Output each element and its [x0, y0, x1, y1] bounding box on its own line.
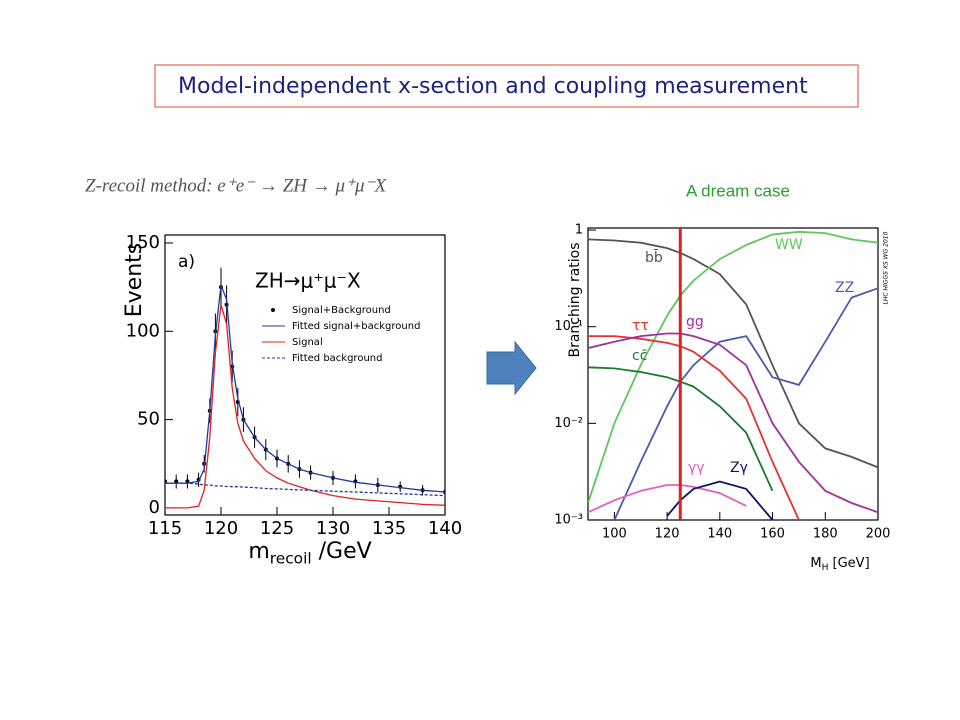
x-axis-label-part: /GeV — [312, 539, 372, 564]
x-tick-label: 180 — [813, 527, 838, 542]
series-line — [588, 335, 800, 520]
series-label: WW — [775, 237, 803, 253]
x-tick-label: 140 — [707, 527, 732, 542]
x-tick-label: 125 — [260, 518, 294, 539]
x-axis-label-part: recoil — [270, 549, 312, 567]
series-line — [588, 484, 747, 514]
data-point — [165, 479, 167, 484]
x-axis-label-part: m — [248, 539, 269, 564]
x-tick-label: 120 — [655, 527, 680, 542]
plot-frame — [587, 227, 879, 521]
x-tick-label: 100 — [602, 527, 627, 542]
series-label: ZZ — [835, 280, 854, 296]
y-axis-label: Events — [122, 243, 147, 318]
annotation: ZH→μ⁺μ⁻X — [255, 269, 361, 293]
title-box — [154, 64, 859, 108]
x-axis-label-part: [GeV] — [828, 556, 869, 571]
legend-label: Fitted signal+background — [292, 321, 420, 332]
x-tick-label: 115 — [148, 518, 182, 539]
y-tick-label: 10⁻³ — [554, 513, 583, 528]
x-axis-label-part: M — [810, 556, 821, 571]
series-line — [588, 230, 878, 504]
y-axis-label: Branching ratios — [567, 242, 583, 357]
y-tick-label: 150 — [126, 232, 160, 253]
plot-area — [165, 267, 445, 509]
y-tick-label: 1 — [575, 223, 583, 238]
side-note: LHC HIGGS XS WG 2010 — [883, 231, 890, 304]
series-label: bb̄ — [645, 248, 663, 266]
x-axis-label-part: H — [822, 562, 829, 572]
x-tick-label: 120 — [204, 518, 238, 539]
series-line — [666, 480, 774, 520]
arrow — [486, 340, 537, 396]
series-line — [165, 482, 445, 497]
y-tick-label: 10⁻² — [554, 416, 583, 431]
x-tick-label: 200 — [866, 527, 891, 542]
x-tick-label: 130 — [316, 518, 350, 539]
y-tick-label: 50 — [137, 409, 160, 430]
legend-marker — [271, 308, 275, 312]
dream-text: A dream case — [686, 181, 790, 200]
legend-label: Signal+Background — [292, 305, 391, 316]
legend-label: Fitted background — [292, 353, 382, 364]
x-axis-label: mrecoil /GeV — [248, 539, 371, 567]
series-line — [165, 304, 445, 509]
series-label: γγ — [688, 460, 705, 476]
data-point — [174, 479, 179, 484]
slide-title: Model-independent x-section and coupling… — [178, 74, 808, 99]
series-label: cc̄ — [632, 348, 647, 364]
series-line — [165, 285, 445, 493]
x-tick-label: 140 — [428, 518, 462, 539]
series-line — [588, 238, 878, 469]
annotation: a) — [178, 252, 195, 272]
series-label: gg — [686, 314, 704, 330]
y-tick-label: 100 — [126, 320, 160, 341]
y-tick-label: 10⁻¹ — [554, 319, 583, 334]
plot-area — [588, 230, 878, 520]
x-tick-label: 135 — [372, 518, 406, 539]
series-line — [588, 332, 878, 514]
x-axis-label: MH [GeV] — [810, 556, 869, 573]
y-tick-label: 0 — [149, 497, 160, 518]
series-label: Zγ — [730, 460, 748, 476]
series-line — [613, 287, 878, 520]
legend-label: Signal — [292, 337, 323, 348]
plot-frame — [164, 234, 446, 516]
series-label: ττ — [632, 318, 649, 334]
method-text: Z-recoil method: e⁺e⁻ → ZH → μ⁺μ⁻X — [85, 175, 388, 196]
x-tick-label: 160 — [760, 527, 785, 542]
